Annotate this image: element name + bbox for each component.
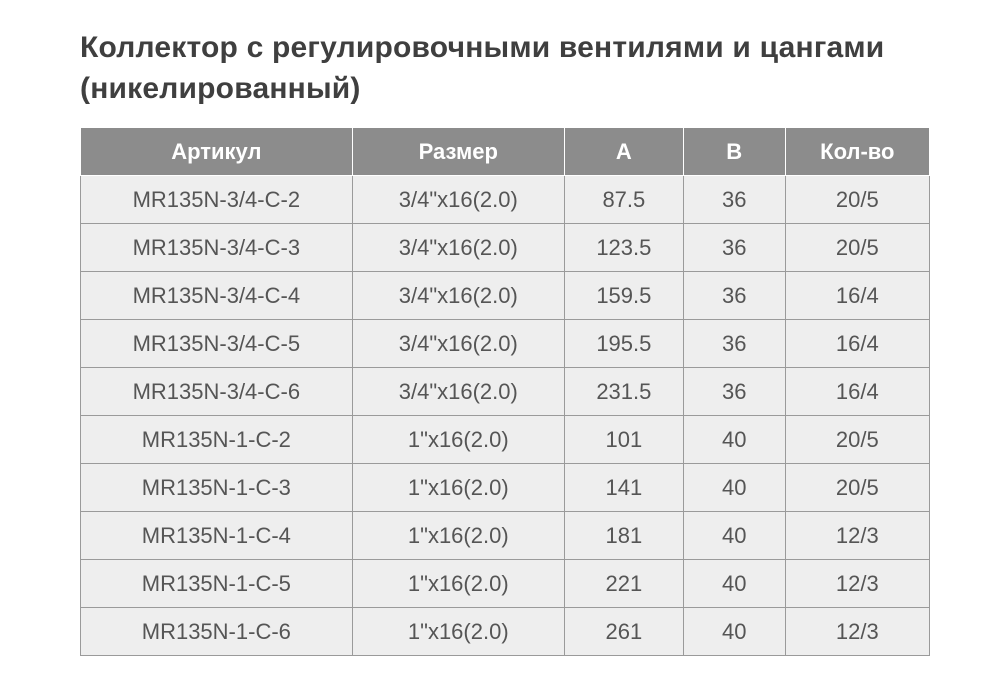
table-body: MR135N-3/4-C-2 3/4"x16(2.0) 87.5 36 20/5…: [81, 176, 930, 656]
col-header-a: A: [564, 128, 683, 176]
table-row: MR135N-3/4-C-6 3/4"x16(2.0) 231.5 36 16/…: [81, 368, 930, 416]
page: Коллектор с регулировочными вентилями и …: [0, 0, 1000, 656]
cell-a: 261: [564, 608, 683, 656]
table-row: MR135N-3/4-C-2 3/4"x16(2.0) 87.5 36 20/5: [81, 176, 930, 224]
cell-a: 123.5: [564, 224, 683, 272]
cell-b: 36: [683, 368, 785, 416]
col-header-qty: Кол-во: [785, 128, 929, 176]
cell-b: 36: [683, 224, 785, 272]
table-row: MR135N-1-C-3 1"x16(2.0) 141 40 20/5: [81, 464, 930, 512]
cell-article: MR135N-1-C-6: [81, 608, 353, 656]
table-row: MR135N-3/4-C-5 3/4"x16(2.0) 195.5 36 16/…: [81, 320, 930, 368]
cell-b: 40: [683, 464, 785, 512]
table-row: MR135N-1-C-2 1"x16(2.0) 101 40 20/5: [81, 416, 930, 464]
cell-a: 181: [564, 512, 683, 560]
cell-article: MR135N-1-C-3: [81, 464, 353, 512]
cell-qty: 16/4: [785, 320, 929, 368]
cell-size: 3/4"x16(2.0): [352, 272, 564, 320]
table-row: MR135N-1-C-6 1"x16(2.0) 261 40 12/3: [81, 608, 930, 656]
cell-b: 36: [683, 320, 785, 368]
table-row: MR135N-1-C-4 1"x16(2.0) 181 40 12/3: [81, 512, 930, 560]
cell-qty: 12/3: [785, 608, 929, 656]
cell-b: 40: [683, 560, 785, 608]
cell-size: 3/4"x16(2.0): [352, 368, 564, 416]
table-row: MR135N-3/4-C-3 3/4"x16(2.0) 123.5 36 20/…: [81, 224, 930, 272]
cell-qty: 12/3: [785, 512, 929, 560]
cell-article: MR135N-1-C-2: [81, 416, 353, 464]
cell-a: 159.5: [564, 272, 683, 320]
cell-a: 231.5: [564, 368, 683, 416]
cell-qty: 20/5: [785, 176, 929, 224]
cell-size: 1"x16(2.0): [352, 512, 564, 560]
col-header-size: Размер: [352, 128, 564, 176]
cell-qty: 16/4: [785, 272, 929, 320]
cell-b: 36: [683, 272, 785, 320]
cell-a: 141: [564, 464, 683, 512]
cell-size: 1"x16(2.0): [352, 464, 564, 512]
cell-b: 40: [683, 608, 785, 656]
page-title: Коллектор с регулировочными вентилями и …: [80, 28, 930, 109]
cell-qty: 16/4: [785, 368, 929, 416]
col-header-b: B: [683, 128, 785, 176]
col-header-article: Артикул: [81, 128, 353, 176]
table-header-row: Артикул Размер A B Кол-во: [81, 128, 930, 176]
cell-qty: 20/5: [785, 464, 929, 512]
cell-size: 3/4"x16(2.0): [352, 224, 564, 272]
cell-article: MR135N-1-C-5: [81, 560, 353, 608]
cell-article: MR135N-3/4-C-6: [81, 368, 353, 416]
cell-article: MR135N-3/4-C-5: [81, 320, 353, 368]
cell-size: 3/4"x16(2.0): [352, 176, 564, 224]
cell-article: MR135N-3/4-C-4: [81, 272, 353, 320]
cell-a: 195.5: [564, 320, 683, 368]
cell-b: 40: [683, 416, 785, 464]
cell-article: MR135N-3/4-C-2: [81, 176, 353, 224]
cell-size: 3/4"x16(2.0): [352, 320, 564, 368]
cell-article: MR135N-3/4-C-3: [81, 224, 353, 272]
cell-size: 1"x16(2.0): [352, 416, 564, 464]
table-row: MR135N-3/4-C-4 3/4"x16(2.0) 159.5 36 16/…: [81, 272, 930, 320]
cell-a: 221: [564, 560, 683, 608]
cell-qty: 20/5: [785, 416, 929, 464]
spec-table: Артикул Размер A B Кол-во MR135N-3/4-C-2…: [80, 127, 930, 656]
cell-article: MR135N-1-C-4: [81, 512, 353, 560]
cell-a: 87.5: [564, 176, 683, 224]
cell-a: 101: [564, 416, 683, 464]
cell-qty: 20/5: [785, 224, 929, 272]
cell-size: 1"x16(2.0): [352, 608, 564, 656]
table-row: MR135N-1-C-5 1"x16(2.0) 221 40 12/3: [81, 560, 930, 608]
cell-qty: 12/3: [785, 560, 929, 608]
cell-size: 1"x16(2.0): [352, 560, 564, 608]
cell-b: 36: [683, 176, 785, 224]
cell-b: 40: [683, 512, 785, 560]
